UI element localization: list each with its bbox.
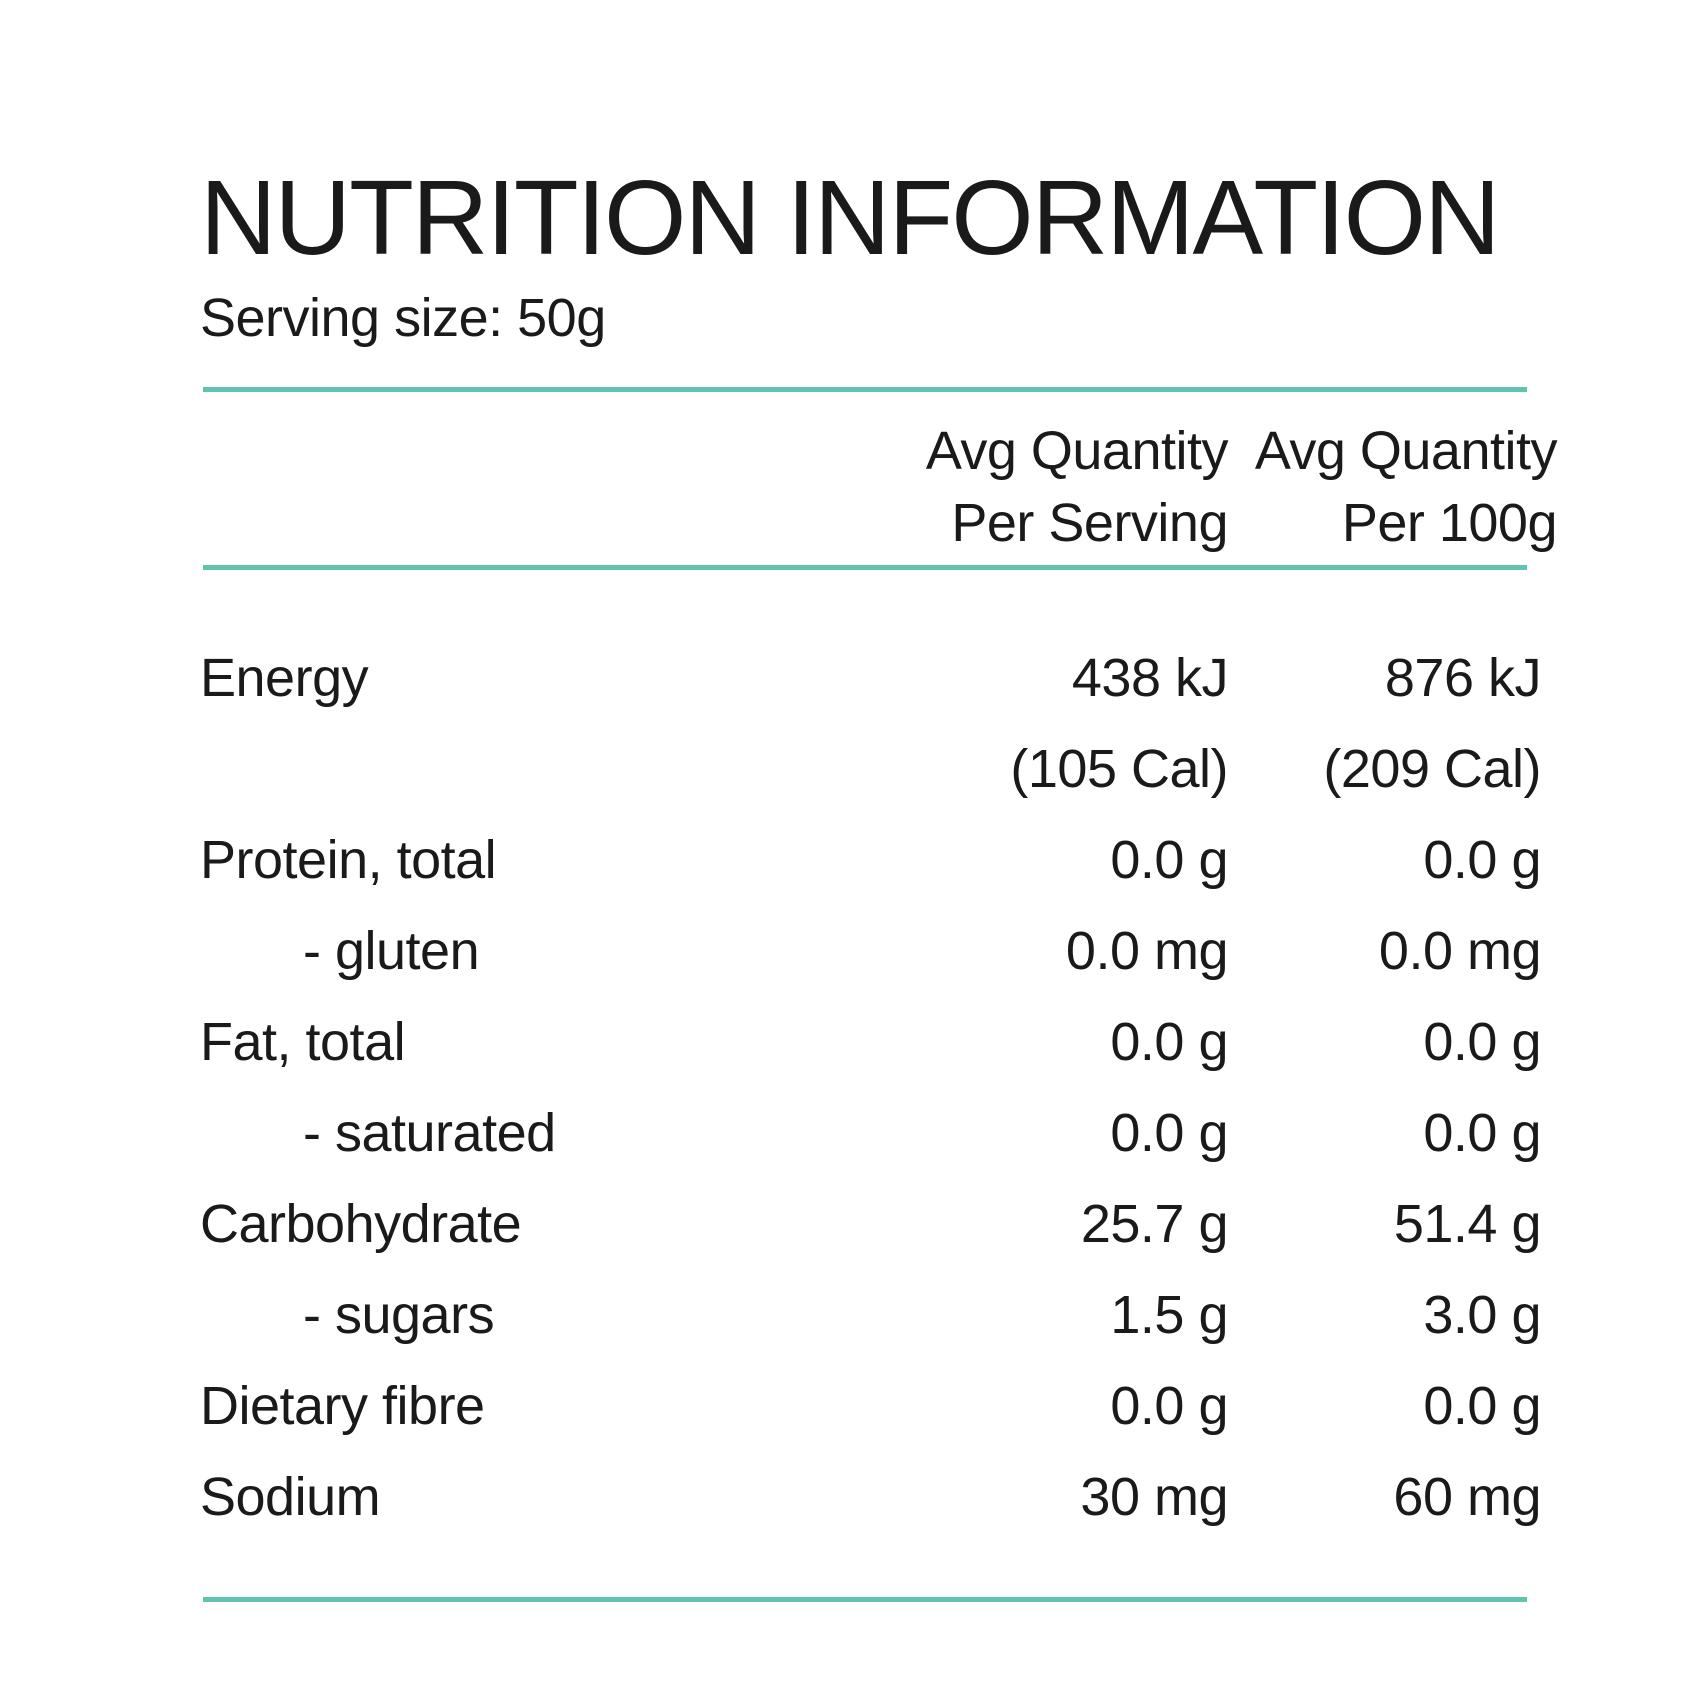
bottom-divider	[203, 1597, 1527, 1602]
nutrition-panel: NUTRITION INFORMATION Serving size: 50g …	[200, 159, 1558, 1602]
per-serving-value: 30 mg	[1080, 1467, 1228, 1527]
page-title: NUTRITION INFORMATION	[200, 159, 1501, 277]
column-header-per-serving-line2: Per Serving	[951, 493, 1228, 553]
per-serving-value: (105 Cal)	[1010, 739, 1228, 799]
table-row-dietary-fibre: Dietary fibre 0.0 g 0.0 g	[200, 1361, 1541, 1452]
row-label: Protein, total	[200, 830, 497, 890]
per-100g-value: 0.0 g	[1423, 1012, 1541, 1072]
per-100g-value: 60 mg	[1393, 1467, 1541, 1527]
column-header-per-serving: Avg Quantity Per Serving	[925, 415, 1229, 559]
table-row-protein: Protein, total 0.0 g 0.0 g	[200, 815, 1541, 906]
per-serving-value: 438 kJ	[1071, 648, 1229, 708]
serving-size: Serving size: 50g	[200, 288, 606, 348]
table-row-sodium: Sodium 30 mg 60 mg	[200, 1452, 1541, 1543]
table-row-fat: Fat, total 0.0 g 0.0 g	[200, 997, 1541, 1088]
per-100g-value: 0.0 g	[1423, 1103, 1541, 1163]
per-100g-value: (209 Cal)	[1323, 739, 1541, 799]
row-label: - gluten	[303, 921, 480, 981]
per-100g-value: 3.0 g	[1423, 1285, 1541, 1345]
row-label: Carbohydrate	[200, 1194, 522, 1254]
per-serving-value: 0.0 g	[1110, 1103, 1228, 1163]
top-divider	[203, 387, 1527, 392]
row-label: - saturated	[303, 1103, 556, 1163]
row-label: Sodium	[200, 1467, 381, 1527]
per-serving-value: 0.0 g	[1110, 1012, 1228, 1072]
per-serving-value: 1.5 g	[1110, 1285, 1228, 1345]
per-serving-value: 25.7 g	[1080, 1194, 1229, 1254]
per-100g-value: 0.0 mg	[1378, 921, 1542, 981]
per-serving-value: 0.0 mg	[1065, 921, 1229, 981]
per-100g-value: 0.0 g	[1423, 1376, 1541, 1436]
table-row-carbohydrate: Carbohydrate 25.7 g 51.4 g	[200, 1179, 1542, 1270]
column-header-per-100g-line1: Avg Quantity	[1254, 421, 1558, 481]
table-row-saturated: - saturated 0.0 g 0.0 g	[200, 1088, 1541, 1179]
column-header-per-serving-line1: Avg Quantity	[925, 421, 1229, 481]
row-label: Dietary fibre	[200, 1376, 485, 1436]
nutrient-table: Energy 438 kJ 876 kJ (105 Cal) (209 Cal)…	[200, 633, 1542, 1543]
row-label: Fat, total	[200, 1012, 406, 1072]
per-serving-value: 0.0 g	[1110, 830, 1228, 890]
per-100g-value: 876 kJ	[1384, 648, 1542, 708]
per-serving-value: 0.0 g	[1110, 1376, 1228, 1436]
table-row-gluten: - gluten 0.0 mg 0.0 mg	[200, 906, 1542, 997]
table-row-energy-cal: (105 Cal) (209 Cal)	[200, 724, 1541, 815]
per-100g-value: 0.0 g	[1423, 830, 1541, 890]
column-header-per-100g-line2: Per 100g	[1341, 493, 1558, 553]
column-header-per-100g: Avg Quantity Per 100g	[1254, 415, 1558, 559]
table-row-sugars: - sugars 1.5 g 3.0 g	[200, 1270, 1541, 1361]
table-row-energy: Energy 438 kJ 876 kJ	[200, 633, 1542, 724]
column-headers: Avg Quantity Per Serving Avg Quantity Pe…	[200, 415, 1558, 575]
header-divider	[203, 565, 1527, 570]
row-label: Energy	[200, 648, 369, 708]
row-label: - sugars	[303, 1285, 495, 1345]
per-100g-value: 51.4 g	[1393, 1194, 1542, 1254]
